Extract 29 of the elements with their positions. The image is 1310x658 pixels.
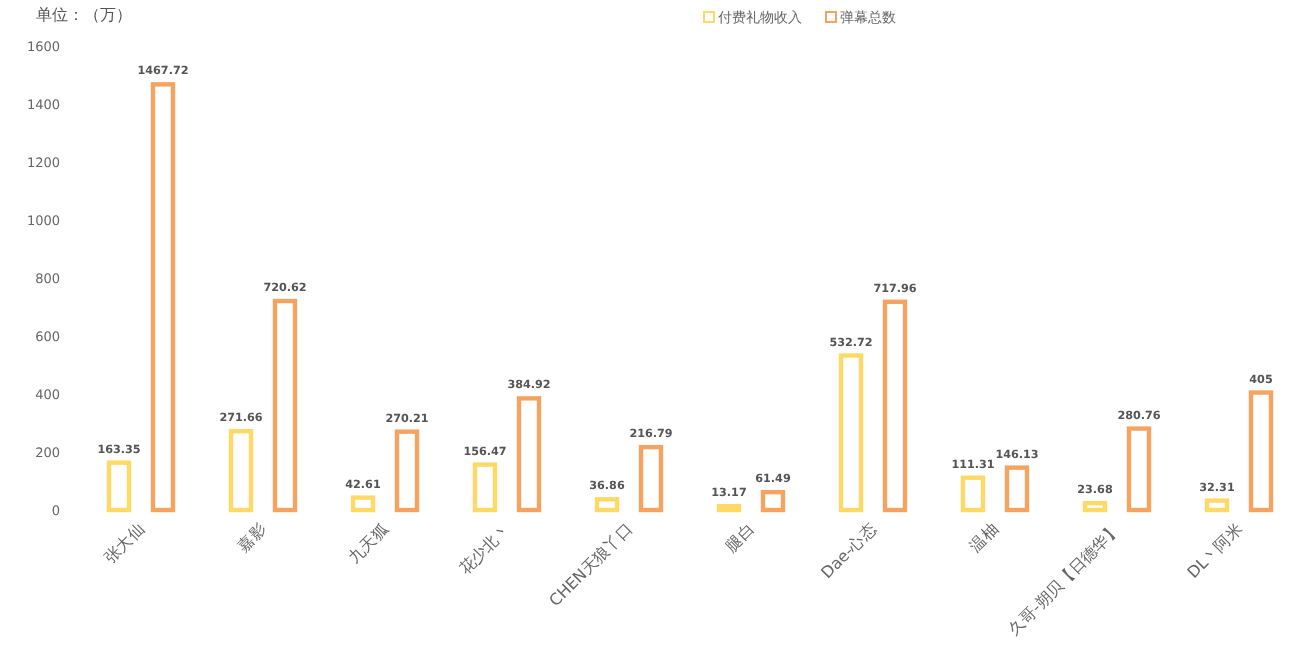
- x-tick-label: 腿白: [722, 520, 758, 556]
- bar: [394, 429, 420, 513]
- bar: [150, 82, 176, 513]
- bar: [1204, 498, 1230, 513]
- bar: [1126, 426, 1152, 513]
- x-tick-label: 温柚: [966, 520, 1002, 556]
- bar: [516, 396, 542, 513]
- x-tick-label: 嘉影: [234, 520, 270, 556]
- x-tick-label: 花少北丶: [455, 520, 514, 579]
- x-tick-label: 久哥-朔贝【日德华】: [1005, 520, 1124, 639]
- bar: [1082, 500, 1108, 513]
- x-tick-label: 九天狐: [345, 520, 392, 567]
- x-tick-label: DL丶阿米: [1184, 520, 1246, 582]
- bar: [594, 497, 620, 513]
- bar: [838, 353, 864, 513]
- bar: [350, 495, 376, 513]
- bar: [638, 444, 664, 513]
- text: 单位：（万）: [36, 6, 132, 24]
- bar: [472, 462, 498, 513]
- bar: [1004, 465, 1030, 513]
- bar: [272, 298, 298, 513]
- x-tick-label: 张大仙: [101, 520, 148, 567]
- bar: [760, 489, 786, 513]
- bar: [716, 503, 742, 513]
- bar: [882, 299, 908, 513]
- bar: [106, 460, 132, 513]
- bar: [228, 429, 254, 513]
- bar: [1248, 390, 1274, 513]
- bar: [960, 475, 986, 513]
